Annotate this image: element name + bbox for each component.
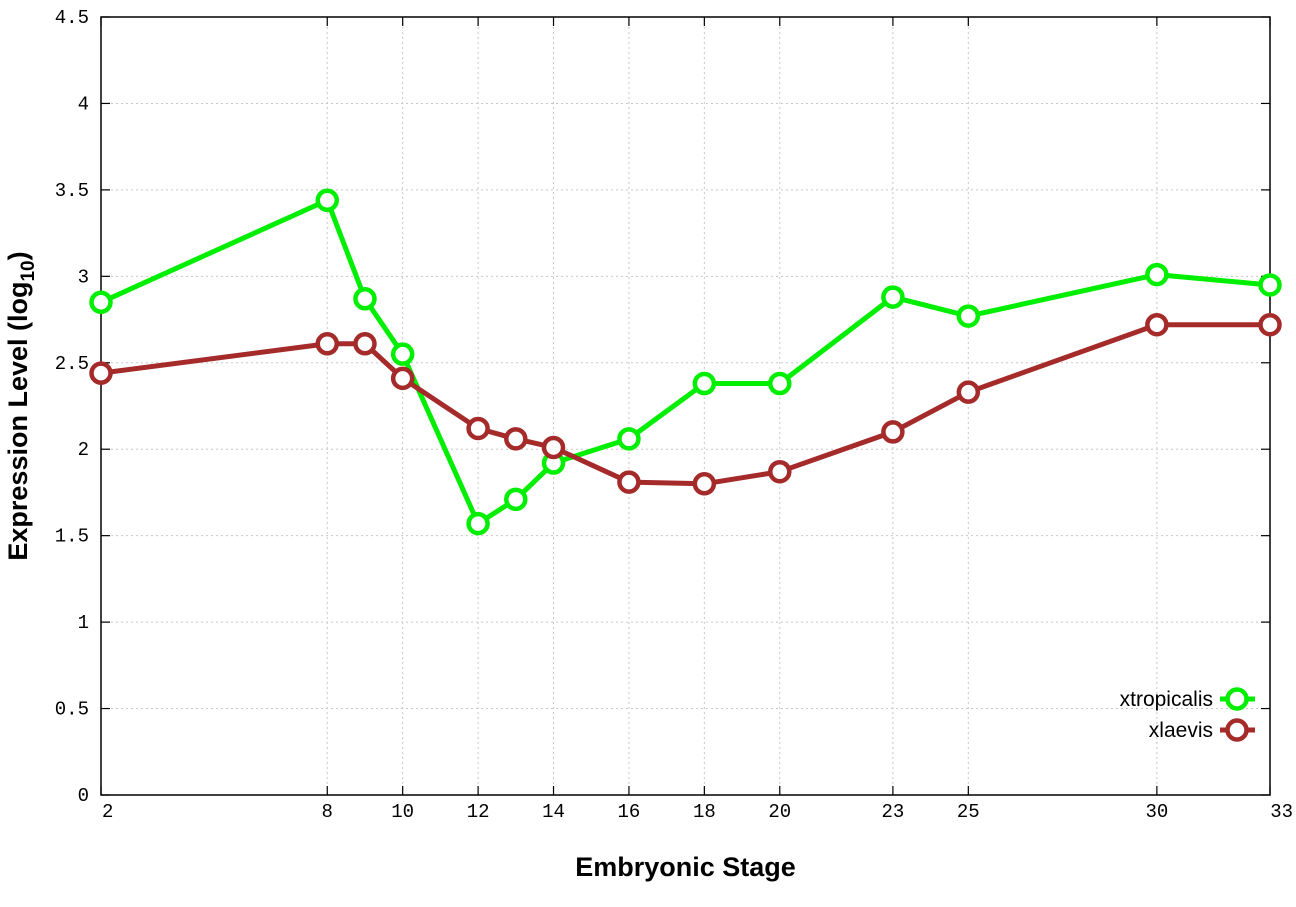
data-point-xlaevis xyxy=(881,420,905,444)
data-point-xlaevis xyxy=(541,435,566,460)
y-tick-label: 4 xyxy=(78,93,89,115)
data-point-xlaevis xyxy=(89,361,113,385)
x-tick-label: 8 xyxy=(322,801,333,823)
data-point-xtropicalis xyxy=(1145,262,1169,287)
x-tick-label: 18 xyxy=(693,801,716,823)
series-xtropicalis xyxy=(89,188,1282,536)
data-point-xtropicalis xyxy=(956,304,981,328)
data-point-xtropicalis xyxy=(466,511,490,536)
y-tick-label: 0.5 xyxy=(55,699,89,721)
data-point-xtropicalis xyxy=(504,487,528,512)
y-tick-label: 2 xyxy=(78,439,89,461)
series-line-xtropicalis xyxy=(99,197,1271,527)
y-tick-label: 2.5 xyxy=(55,353,89,375)
data-point-xtropicalis xyxy=(881,285,905,309)
x-tick-label: 12 xyxy=(467,801,490,823)
x-tick-label: 20 xyxy=(768,801,791,823)
series-xlaevis xyxy=(89,312,1282,496)
data-point-xtropicalis xyxy=(617,427,641,451)
axis-ticks: 0 0.5 1 1.5 2 2.5 3 3.5 4 4.5 2 8 10 12 14 16 18 20 23 25 30… xyxy=(55,7,1293,823)
data-point-xlaevis xyxy=(768,459,792,484)
data-point-xlaevis xyxy=(353,332,377,356)
y-axis-title: Expression Level (log10) xyxy=(3,251,39,560)
x-tick-label: 10 xyxy=(391,801,414,823)
y-tick-label: 0 xyxy=(78,785,89,807)
x-axis-title: Embryonic Stage xyxy=(575,852,796,882)
data-point-xlaevis xyxy=(504,427,528,451)
legend-swatch-marker-xtropicalis xyxy=(1225,687,1249,711)
data-point-xlaevis xyxy=(1145,312,1169,337)
data-point-xlaevis xyxy=(617,470,641,494)
data-point-xtropicalis xyxy=(353,287,377,311)
x-tick-label: 25 xyxy=(957,801,980,823)
grid-lines xyxy=(101,17,1270,795)
series-line-xlaevis xyxy=(100,322,1270,487)
legend-swatch-marker-xlaevis xyxy=(1225,718,1249,742)
y-tick-label: 1.5 xyxy=(55,526,89,548)
series-layer xyxy=(89,188,1282,536)
y-tick-label: 3.5 xyxy=(55,180,89,202)
x-tick-label: 30 xyxy=(1145,801,1168,823)
data-point-xlaevis xyxy=(692,472,717,496)
x-tick-label: 14 xyxy=(542,801,565,823)
x-tick-label: 16 xyxy=(618,801,641,823)
data-point-xlaevis xyxy=(390,366,415,391)
plot-frame xyxy=(100,16,1271,796)
data-point-xtropicalis xyxy=(768,371,792,396)
y-tick-label: 3 xyxy=(78,266,89,288)
y-axis-title-close: ) xyxy=(3,251,33,260)
y-axis-title-main: Expression Level (log xyxy=(3,282,33,561)
data-point-xtropicalis xyxy=(390,342,415,366)
y-tick-label: 4.5 xyxy=(55,7,89,29)
data-point-xtropicalis xyxy=(315,188,340,213)
x-tick-label: 2 xyxy=(102,801,113,823)
legend-label-xlaevis: xlaevis xyxy=(1149,719,1213,742)
legend-label-xtropicalis: xtropicalis xyxy=(1120,688,1213,711)
y-tick-label: 1 xyxy=(78,612,89,634)
data-point-xlaevis xyxy=(466,416,490,441)
legend: xtropicalis xlaevis xyxy=(1120,687,1255,742)
data-point-xlaevis xyxy=(956,380,981,404)
data-point-xlaevis xyxy=(315,332,340,356)
x-tick-label: 33 xyxy=(1270,801,1293,823)
x-tick-label: 23 xyxy=(881,801,904,823)
data-point-xtropicalis xyxy=(89,290,113,315)
data-point-xtropicalis xyxy=(692,371,717,396)
data-point-xlaevis xyxy=(1258,312,1282,337)
y-axis-title-subscript: 10 xyxy=(18,260,39,281)
data-point-xtropicalis xyxy=(1258,273,1282,297)
